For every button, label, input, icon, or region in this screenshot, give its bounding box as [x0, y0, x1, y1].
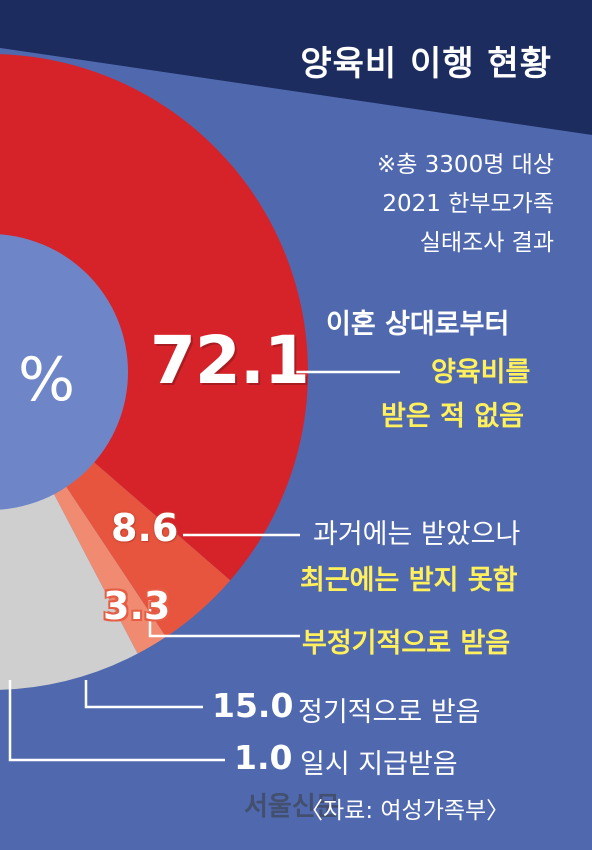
- slice-label-never-received-line-2: 양육비를: [431, 357, 531, 388]
- slice-never-received: [0, 54, 308, 581]
- slice-label-received-past-line-1: 과거에는 받았으나: [313, 519, 521, 550]
- value-label-regular: 15.0: [212, 686, 294, 725]
- watermark: 서울신문: [244, 792, 340, 822]
- chart-title: 양육비 이행 현황: [300, 44, 552, 84]
- leader-lines: [8, 370, 400, 762]
- unit-label: %: [18, 345, 76, 415]
- survey-note: ※총 3300명 대상 2021 한부모가족 실태조사 결과: [377, 146, 554, 263]
- title-banner: [0, 0, 592, 135]
- donut-center: [0, 234, 128, 510]
- survey-note-line-3: 실태조사 결과: [419, 230, 554, 256]
- value-label-lump-sum: 1.0: [234, 738, 293, 777]
- survey-note-line-2: 2021 한부모가족: [382, 191, 554, 217]
- donut-slices: [0, 54, 308, 690]
- slice-label-received-past-line-2: 최근에는 받지 못함: [300, 565, 518, 596]
- survey-note-line-1: ※총 3300명 대상: [376, 152, 554, 178]
- value-label-received-past: 8.6: [111, 506, 179, 550]
- value-label-irregular: 3.3: [103, 584, 171, 628]
- slice-label-lump-sum: 일시 지급받음: [300, 749, 458, 780]
- slice-label-irregular: 부정기적으로 받음: [302, 621, 510, 660]
- leader-line-lump-sum: [8, 680, 225, 762]
- leader-line-regular: [84, 680, 203, 709]
- value-label-never-received: 72.1: [150, 322, 310, 399]
- leader-line-irregular: [148, 600, 300, 638]
- slice-label-never-received-line-1: 이혼 상대로부터: [326, 309, 510, 340]
- slice-label-irregular-text: 부정기적으로 받음: [302, 628, 511, 659]
- source-note: 〈자료: 여성가족부〉: [300, 798, 510, 824]
- slice-label-never-received-line-3: 받은 적 없음: [381, 401, 524, 432]
- slice-label-regular: 정기적으로 받음: [298, 697, 481, 728]
